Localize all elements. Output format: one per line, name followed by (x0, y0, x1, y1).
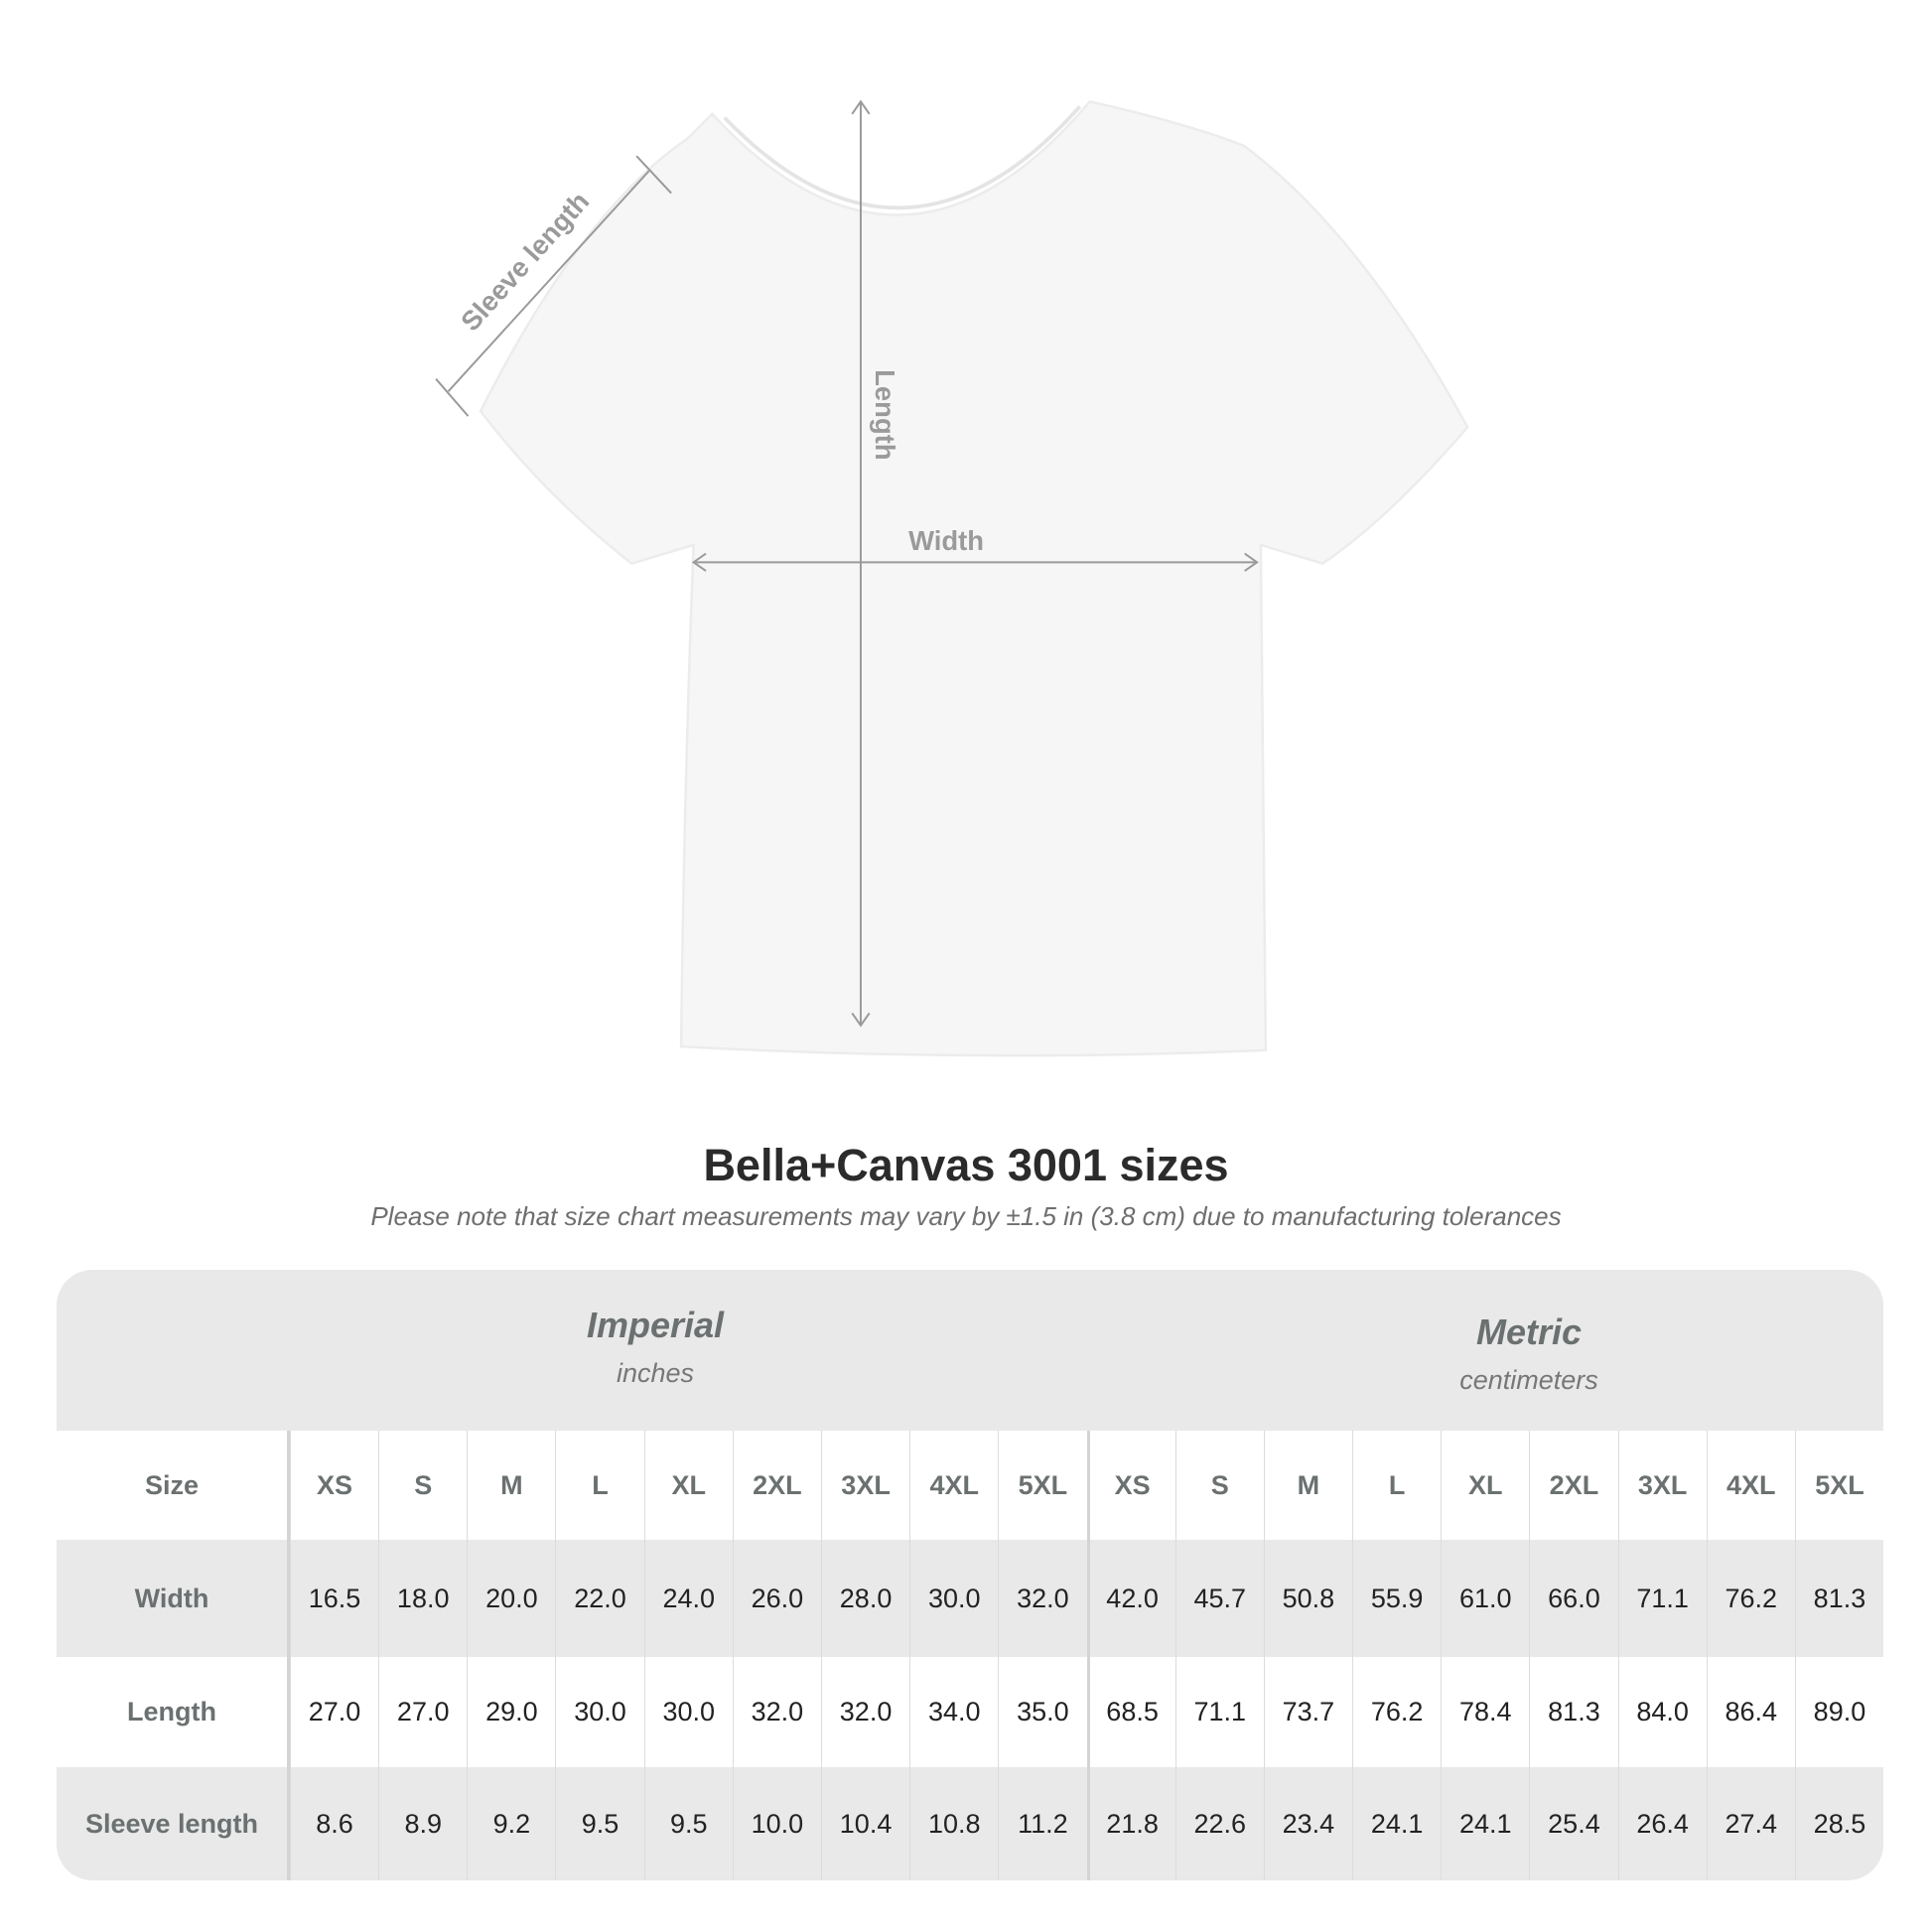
imperial-size-header: S (378, 1431, 467, 1540)
imperial-size-header: L (555, 1431, 643, 1540)
metric-unit: centimeters (1459, 1365, 1598, 1395)
metric-value-cell: 24.1 (1352, 1767, 1441, 1880)
table-row: Sleeve length 8.6 8.9 9.2 9.5 9.5 10.0 10.4 10.8… (57, 1767, 1883, 1880)
metric-value-cell: 50.8 (1263, 1540, 1352, 1657)
metric-size-header: L (1352, 1431, 1441, 1540)
imperial-value-cell: 27.0 (378, 1657, 467, 1767)
metric-value-cell: 28.5 (1794, 1767, 1883, 1880)
metric-size-header: 2XL (1529, 1431, 1617, 1540)
metric-value-cell: 81.3 (1794, 1540, 1883, 1657)
metric-size-header: XL (1441, 1431, 1529, 1540)
metric-value-cell: 89.0 (1794, 1657, 1883, 1767)
width-label: Width (908, 525, 984, 556)
length-label: Length (870, 369, 900, 460)
metric-value-cell: 84.0 (1617, 1657, 1707, 1767)
metric-value-cell: 21.8 (1086, 1767, 1175, 1880)
imperial-value-cell: 32.0 (998, 1540, 1086, 1657)
imperial-value-cell: 11.2 (998, 1767, 1086, 1880)
row-label: Length (57, 1657, 290, 1767)
metric-value-cell: 86.4 (1706, 1657, 1795, 1767)
imperial-size-header: XL (643, 1431, 733, 1540)
imperial-value-cell: 32.0 (732, 1657, 821, 1767)
size-header-label: Size (57, 1431, 290, 1540)
metric-value-cell: 61.0 (1441, 1540, 1529, 1657)
imperial-value-cell: 24.0 (643, 1540, 733, 1657)
metric-value-cell: 66.0 (1529, 1540, 1617, 1657)
sleeve-measure-line (447, 170, 650, 392)
imperial-value-cell: 9.5 (643, 1767, 733, 1880)
metric-value-cell: 55.9 (1352, 1540, 1441, 1657)
imperial-value-cell: 28.0 (820, 1540, 909, 1657)
imperial-value-cell: 30.0 (643, 1657, 733, 1767)
imperial-value-cell: 26.0 (732, 1540, 821, 1657)
imperial-size-header: M (467, 1431, 555, 1540)
metric-value-cell: 25.4 (1529, 1767, 1617, 1880)
imperial-unit: inches (616, 1358, 695, 1388)
imperial-value-cell: 9.2 (467, 1767, 555, 1880)
imperial-value-cell: 9.5 (555, 1767, 643, 1880)
metric-value-cell: 76.2 (1706, 1540, 1795, 1657)
imperial-value-cell: 30.0 (555, 1657, 643, 1767)
tolerance-note: Please note that size chart measurements… (370, 1201, 1562, 1231)
imperial-value-cell: 8.9 (378, 1767, 467, 1880)
metric-value-cell: 68.5 (1086, 1657, 1175, 1767)
imperial-value-cell: 16.5 (289, 1540, 378, 1657)
imperial-value-cell: 10.0 (732, 1767, 821, 1880)
metric-value-cell: 22.6 (1174, 1767, 1264, 1880)
unit-header-band: Imperial inches Metric centimeters (57, 1270, 1883, 1431)
metric-value-cell: 42.0 (1086, 1540, 1175, 1657)
metric-size-header: 5XL (1794, 1431, 1883, 1540)
metric-size-header: 3XL (1617, 1431, 1707, 1540)
chart-title: Bella+Canvas 3001 sizes (703, 1140, 1229, 1190)
imperial-size-header: 4XL (909, 1431, 998, 1540)
metric-header: Metric centimeters (1132, 1311, 1883, 1396)
imperial-value-cell: 8.6 (289, 1767, 378, 1880)
metric-value-cell: 71.1 (1174, 1657, 1264, 1767)
metric-value-cell: 24.1 (1441, 1767, 1529, 1880)
row-label: Sleeve length (57, 1767, 290, 1880)
imperial-value-cell: 30.0 (909, 1540, 998, 1657)
metric-value-cell: 78.4 (1441, 1657, 1529, 1767)
imperial-header: Imperial inches (258, 1305, 1052, 1389)
metric-title: Metric (1475, 1311, 1583, 1352)
tshirt-image (479, 99, 1469, 1057)
imperial-value-cell: 22.0 (555, 1540, 643, 1657)
row-label: Width (57, 1540, 290, 1657)
imperial-value-cell: 34.0 (909, 1657, 998, 1767)
imperial-value-cell: 35.0 (998, 1657, 1086, 1767)
metric-value-cell: 45.7 (1174, 1540, 1264, 1657)
metric-value-cell: 23.4 (1263, 1767, 1352, 1880)
metric-size-header: M (1263, 1431, 1352, 1540)
imperial-value-cell: 10.4 (820, 1767, 909, 1880)
metric-value-cell: 81.3 (1529, 1657, 1617, 1767)
imperial-size-header: 2XL (732, 1431, 821, 1540)
metric-size-header: S (1174, 1431, 1264, 1540)
metric-value-cell: 71.1 (1617, 1540, 1707, 1657)
imperial-value-cell: 18.0 (378, 1540, 467, 1657)
metric-value-cell: 27.4 (1706, 1767, 1795, 1880)
metric-size-header: 4XL (1706, 1431, 1795, 1540)
imperial-value-cell: 27.0 (289, 1657, 378, 1767)
size-header-row: Size XS S M L XL 2XL 3XL 4XL 5XL XS S M L XL 2XL 3XL 4XL 5… (57, 1431, 1883, 1540)
imperial-size-header: XS (289, 1431, 378, 1540)
table-row: Length 27.0 27.0 29.0 30.0 30.0 32.0 32.0 34.0 35… (57, 1657, 1883, 1767)
imperial-size-header: 5XL (998, 1431, 1086, 1540)
imperial-value-cell: 32.0 (820, 1657, 909, 1767)
imperial-value-cell: 20.0 (467, 1540, 555, 1657)
size-table: Imperial inches Metric centimeters Size X… (57, 1270, 1883, 1880)
imperial-size-header: 3XL (820, 1431, 909, 1540)
imperial-value-cell: 29.0 (467, 1657, 555, 1767)
imperial-title: Imperial (586, 1305, 725, 1345)
metric-value-cell: 76.2 (1352, 1657, 1441, 1767)
imperial-value-cell: 10.8 (909, 1767, 998, 1880)
table-row: Width 16.5 18.0 20.0 22.0 24.0 26.0 28.0 30.0 32.… (57, 1540, 1883, 1657)
metric-value-cell: 26.4 (1617, 1767, 1707, 1880)
metric-value-cell: 73.7 (1263, 1657, 1352, 1767)
metric-size-header: XS (1086, 1431, 1175, 1540)
